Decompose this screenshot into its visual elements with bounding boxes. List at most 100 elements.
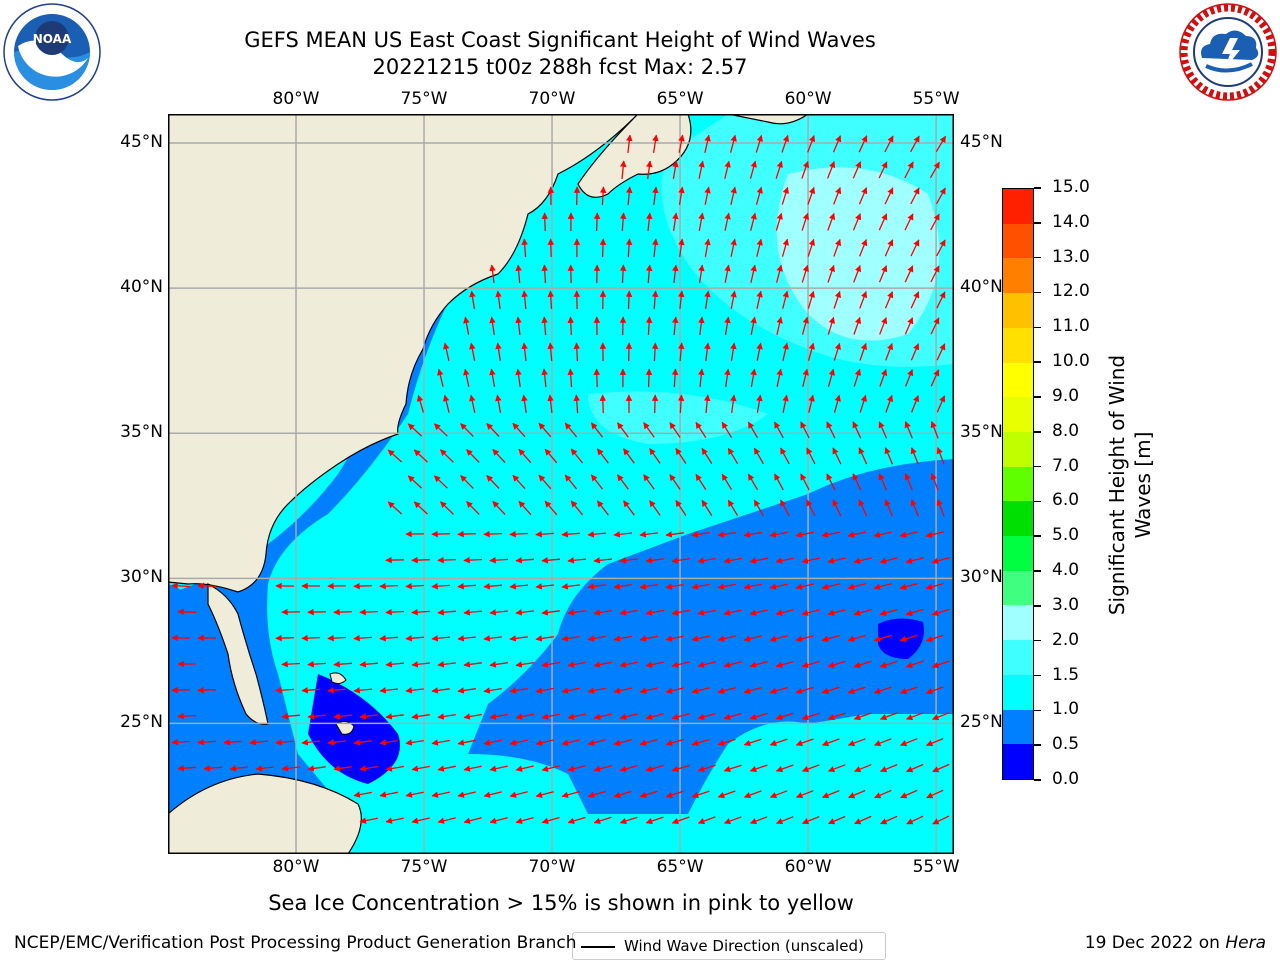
wave-direction-arrow (281, 713, 300, 720)
wave-direction-arrow (645, 368, 653, 388)
wave-direction-arrow (885, 342, 894, 361)
colorbar-tick-label: 6.0 (1052, 490, 1080, 511)
wave-direction-arrow (613, 531, 632, 538)
wave-direction-arrow (727, 499, 739, 517)
wave-direction-arrow (466, 449, 480, 463)
wave-direction-arrow (776, 368, 783, 387)
wave-direction-arrow (547, 238, 555, 258)
wave-direction-arrow (795, 635, 814, 642)
wave-direction-arrow (538, 422, 552, 438)
wave-direction-arrow (853, 660, 872, 669)
wave-direction-arrow (665, 738, 684, 746)
wave-direction-arrow (677, 394, 685, 414)
wave-direction-arrow (379, 635, 398, 642)
wave-direction-arrow (750, 212, 757, 231)
wave-direction-arrow (593, 609, 612, 616)
wave-direction-arrow (671, 557, 690, 564)
colorbar-tick-label: 12.0 (1052, 281, 1090, 302)
wave-direction-arrow (489, 817, 508, 824)
wave-direction-arrow (900, 789, 918, 799)
wave-direction-arrow (379, 582, 398, 590)
wave-direction-arrow (561, 635, 580, 642)
chart-subtitle: 20221215 t00z 288h fcst Max: 2.57 (372, 55, 748, 79)
wave-direction-arrow (645, 764, 664, 772)
colorbar-segment (1003, 431, 1033, 467)
wave-direction-arrow (859, 342, 868, 361)
wave-direction-arrow (619, 160, 627, 180)
wave-direction-arrow (749, 816, 768, 825)
noaa-logo-text: NOAA (33, 32, 72, 46)
wave-direction-arrow (281, 660, 300, 668)
wave-direction-arrow (879, 608, 898, 616)
lat-label-left: 40°N (120, 277, 163, 298)
wave-direction-arrow (489, 556, 508, 564)
wave-direction-arrow (936, 239, 946, 257)
wave-direction-arrow (596, 448, 609, 464)
wave-direction-arrow (359, 608, 378, 616)
colorbar-segment (1003, 501, 1033, 537)
wave-direction-arrow (509, 530, 528, 538)
wave-direction-arrow (407, 423, 423, 437)
wave-direction-arrow (538, 474, 552, 490)
wave-direction-arrow (698, 316, 705, 335)
wave-direction-arrow (645, 264, 653, 284)
wave-direction-arrow (936, 291, 946, 309)
wave-direction-arrow (573, 342, 581, 362)
wave-direction-arrow (827, 316, 835, 335)
colorbar-tick-mark (1034, 674, 1041, 677)
wave-direction-arrow (721, 473, 733, 491)
colorbar-segment (1003, 258, 1033, 294)
wave-direction-arrow (411, 661, 430, 668)
wave-direction-arrow (701, 499, 713, 516)
wave-direction-arrow (385, 661, 404, 668)
wave-direction-arrow (515, 316, 522, 335)
wave-direction-arrow (457, 739, 476, 746)
wave-direction-arrow (905, 712, 924, 721)
wave-direction-arrow (275, 686, 294, 694)
wave-direction-arrow (879, 763, 898, 773)
wave-direction-arrow (515, 713, 534, 720)
legend-line-swatch (581, 946, 615, 948)
wave-direction-arrow (747, 473, 759, 491)
wave-direction-arrow (457, 583, 476, 590)
wave-direction-arrow (437, 556, 456, 564)
wave-direction-arrow (858, 187, 868, 205)
sea-ice-note: Sea Ice Concentration > 15% is shown in … (268, 891, 854, 915)
wave-direction-arrow (463, 368, 470, 387)
wave-direction-arrow (483, 739, 502, 746)
wave-direction-arrow (353, 739, 372, 746)
wave-direction-arrow (769, 583, 788, 590)
wave-direction-arrow (827, 557, 846, 564)
wave-direction-arrow (828, 815, 846, 825)
wave-direction-arrow (616, 422, 629, 438)
wave-direction-arrow (593, 713, 612, 720)
wave-direction-arrow (704, 290, 711, 309)
wave-direction-arrow (698, 264, 705, 283)
wave-direction-arrow (847, 686, 866, 695)
wave-direction-arrow (387, 501, 403, 515)
lat-label-right: 40°N (960, 277, 1003, 298)
wave-direction-arrow (723, 816, 742, 825)
wave-direction-arrow (775, 609, 794, 616)
wave-direction-arrow (495, 342, 502, 361)
wave-direction-arrow (749, 160, 757, 179)
wave-direction-arrow (521, 238, 528, 258)
wave-direction-arrow (782, 394, 789, 413)
wave-direction-arrow (564, 474, 578, 490)
wave-direction-arrow (333, 661, 352, 668)
wave-direction-arrow (756, 238, 763, 257)
wave-direction-arrow (541, 816, 560, 824)
wave-direction-arrow (385, 765, 404, 772)
wave-direction-arrow (935, 187, 946, 205)
wave-direction-arrow (925, 582, 944, 590)
wave-direction-arrow (873, 583, 892, 590)
wave-direction-arrow (518, 448, 532, 464)
lon-label-top: 75°W (400, 89, 448, 109)
wave-direction-arrow (701, 447, 713, 464)
wave-direction-arrow (643, 474, 655, 490)
wave-direction-arrow (672, 316, 679, 336)
wave-direction-arrow (910, 239, 920, 257)
wave-direction-arrow (853, 316, 862, 335)
wave-direction-arrow (431, 791, 450, 798)
wave-direction-arrow (930, 317, 940, 335)
